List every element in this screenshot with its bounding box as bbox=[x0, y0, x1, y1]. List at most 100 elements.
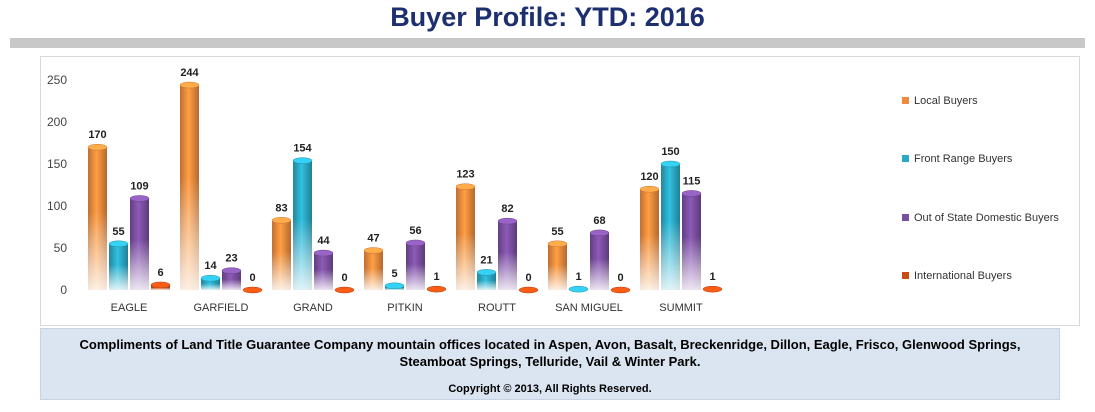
data-label: 68 bbox=[593, 215, 605, 227]
bar-cap bbox=[589, 229, 610, 237]
bar-cap bbox=[271, 217, 292, 224]
bar: 21 bbox=[476, 254, 497, 290]
bar-cap bbox=[660, 160, 681, 168]
legend-item: Local Buyers bbox=[902, 95, 978, 107]
bar-fade bbox=[456, 233, 475, 290]
bar: 55 bbox=[547, 226, 568, 290]
y-tick-label: 50 bbox=[54, 241, 68, 255]
data-label: 23 bbox=[225, 253, 237, 265]
data-label: 154 bbox=[293, 143, 312, 155]
bar: 0 bbox=[610, 272, 631, 294]
data-label: 1 bbox=[575, 271, 581, 283]
legend-item: Out of State Domestic Buyers bbox=[902, 212, 1059, 224]
data-label: 109 bbox=[130, 180, 148, 192]
x-tick-label: GARFIELD bbox=[193, 302, 248, 314]
x-tick-label: GRAND bbox=[293, 302, 333, 314]
legend-swatch bbox=[902, 272, 909, 279]
data-label: 83 bbox=[275, 202, 287, 214]
bar: 47 bbox=[363, 233, 384, 290]
bar: 68 bbox=[589, 215, 610, 290]
bar-cap bbox=[242, 286, 263, 294]
data-label: 120 bbox=[640, 171, 658, 183]
legend-label: Out of State Domestic Buyers bbox=[914, 212, 1059, 224]
bar-fade bbox=[272, 251, 291, 290]
legend-label: International Buyers bbox=[914, 270, 1012, 282]
y-tick-label: 100 bbox=[47, 199, 67, 213]
bar: 150 bbox=[660, 146, 681, 290]
bar-cap bbox=[610, 286, 631, 294]
y-tick-label: 0 bbox=[60, 283, 67, 297]
bar-cap bbox=[426, 285, 447, 293]
data-label: 115 bbox=[683, 175, 701, 187]
data-label: 47 bbox=[367, 233, 379, 245]
bar: 1 bbox=[568, 271, 589, 293]
bar: 170 bbox=[87, 129, 108, 290]
data-label: 82 bbox=[501, 203, 513, 215]
data-label: 0 bbox=[617, 272, 623, 284]
bar-fade bbox=[222, 279, 241, 290]
bar-cap bbox=[363, 247, 384, 254]
bar: 123 bbox=[455, 169, 476, 290]
bar: 115 bbox=[681, 175, 702, 290]
bar: 6 bbox=[150, 267, 171, 290]
bar: 1 bbox=[702, 271, 723, 293]
bar: 0 bbox=[334, 272, 355, 294]
bar: 5 bbox=[384, 268, 405, 290]
bar: 1 bbox=[426, 271, 447, 293]
data-label: 55 bbox=[551, 226, 563, 238]
bar-cap bbox=[639, 185, 660, 193]
legend-item: International Buyers bbox=[902, 270, 1012, 282]
footer-box: Compliments of Land Title Guarantee Comp… bbox=[40, 328, 1060, 400]
bar-cap bbox=[334, 286, 355, 294]
bar-cap bbox=[405, 239, 426, 247]
bar: 154 bbox=[292, 143, 313, 290]
bar-cap bbox=[200, 274, 221, 282]
page-title: Buyer Profile: YTD: 2016 bbox=[390, 2, 705, 32]
legend: Local Buyers Front Range Buyers Out of Sta… bbox=[902, 95, 1059, 282]
bar: 55 bbox=[108, 226, 129, 290]
data-label: 150 bbox=[661, 146, 679, 158]
bar-fade bbox=[661, 220, 680, 290]
bar-fade bbox=[406, 264, 425, 290]
data-label: 21 bbox=[480, 254, 492, 266]
bar-cap bbox=[129, 195, 150, 202]
bar-fade bbox=[293, 218, 312, 290]
footer-text: Compliments of Land Title Guarantee Comp… bbox=[79, 337, 1021, 369]
x-tick-label: SUMMIT bbox=[659, 302, 703, 314]
bar: 0 bbox=[242, 272, 263, 294]
legend-swatch bbox=[902, 155, 909, 162]
bar-cap bbox=[292, 157, 313, 164]
bar: 244 bbox=[179, 67, 200, 290]
y-tick-label: 250 bbox=[47, 73, 67, 87]
title-divider bbox=[10, 38, 1085, 48]
data-label: 6 bbox=[157, 267, 163, 279]
bar-fade bbox=[109, 264, 128, 290]
data-label: 1 bbox=[433, 271, 439, 283]
bar-cap bbox=[568, 285, 589, 293]
bar-fade bbox=[477, 280, 496, 290]
bar-cap bbox=[221, 267, 242, 274]
x-tick-label: SAN MIGUEL bbox=[555, 302, 623, 314]
bar: 82 bbox=[497, 203, 518, 290]
bar: 0 bbox=[518, 272, 539, 294]
legend-swatch bbox=[902, 97, 909, 104]
bar-fade bbox=[88, 211, 107, 290]
copyright-text: Copyright © 2013, All Rights Reserved. bbox=[448, 383, 652, 395]
bar-cap bbox=[455, 183, 476, 190]
bar-fade bbox=[130, 239, 149, 290]
bar-fade bbox=[314, 269, 333, 290]
x-axis: EAGLE GARFIELD GRAND PITKIN ROUTT SAN MIGUEL S… bbox=[111, 302, 703, 314]
bar-fade bbox=[590, 258, 609, 290]
data-label: 0 bbox=[249, 272, 255, 284]
bar-fade bbox=[151, 287, 170, 290]
bar-fade bbox=[682, 236, 701, 290]
bar-cap bbox=[384, 282, 405, 290]
data-label: 170 bbox=[88, 129, 106, 141]
legend-label: Local Buyers bbox=[914, 95, 978, 107]
bar-cap bbox=[179, 81, 200, 89]
bar: 44 bbox=[313, 235, 334, 290]
y-tick-label: 200 bbox=[47, 115, 67, 129]
data-label: 14 bbox=[204, 260, 217, 272]
data-label: 0 bbox=[525, 272, 531, 284]
